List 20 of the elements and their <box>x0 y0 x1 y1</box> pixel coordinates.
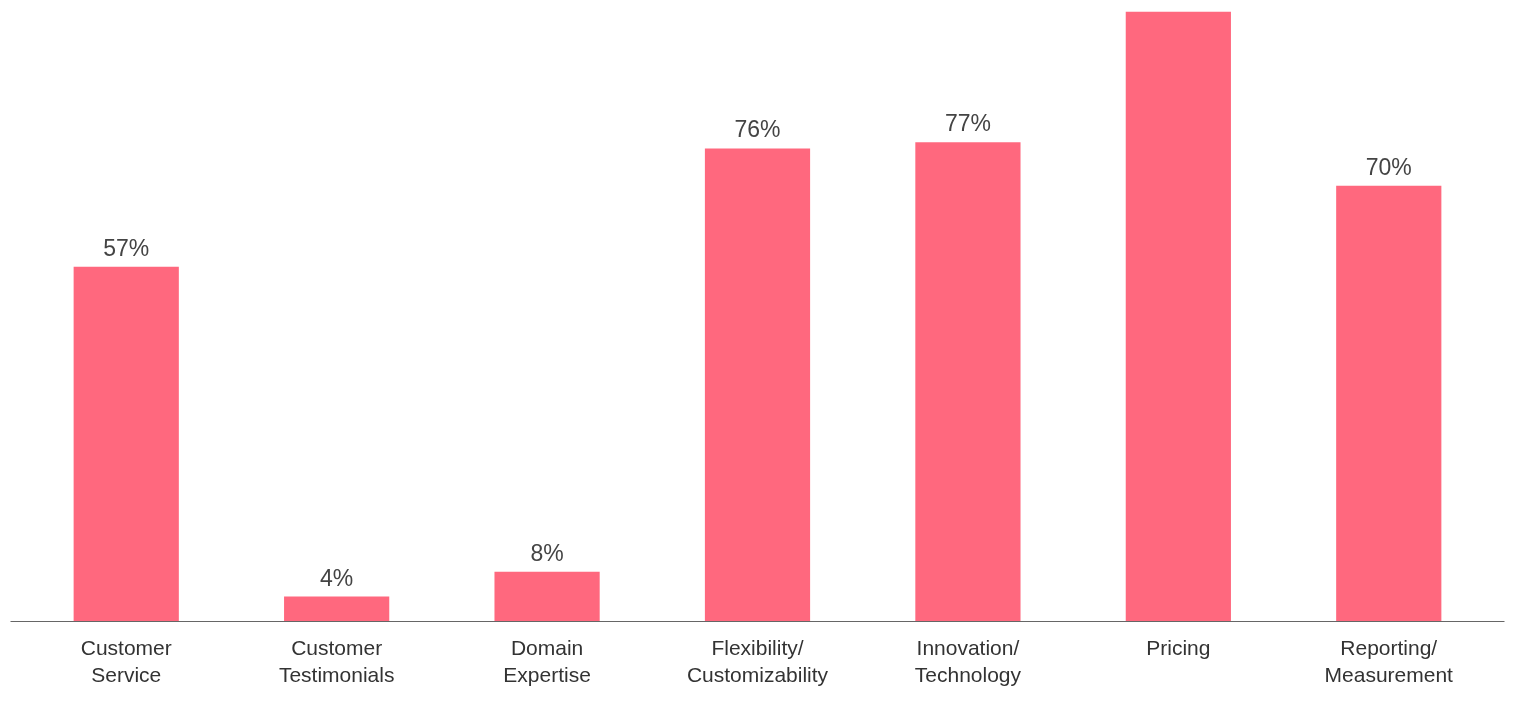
bar <box>1125 11 1231 622</box>
bar <box>494 571 600 622</box>
x-tick-label: Customer Service <box>80 635 172 687</box>
bar <box>73 266 179 622</box>
x-tick-label: Flexibility/ Customizability <box>686 635 829 687</box>
data-label: 57% <box>103 234 150 261</box>
bar <box>704 148 811 622</box>
data-label: 77% <box>944 110 991 137</box>
x-tick-label: Domain Expertise <box>503 635 591 687</box>
x-tick-label: Reporting/ Measurement <box>1324 635 1454 687</box>
data-label: 76% <box>734 116 781 143</box>
data-label: 70% <box>1365 153 1412 180</box>
x-tick-label: Innovation/ Technology <box>914 635 1022 687</box>
bar <box>915 142 1021 622</box>
data-label: 4% <box>320 564 354 591</box>
x-tick-label: Pricing <box>1146 635 1211 659</box>
bar <box>1336 185 1442 622</box>
data-label: 8% <box>530 539 564 566</box>
bar <box>284 596 390 622</box>
x-tick-label: Customer Testimonials <box>278 635 395 687</box>
